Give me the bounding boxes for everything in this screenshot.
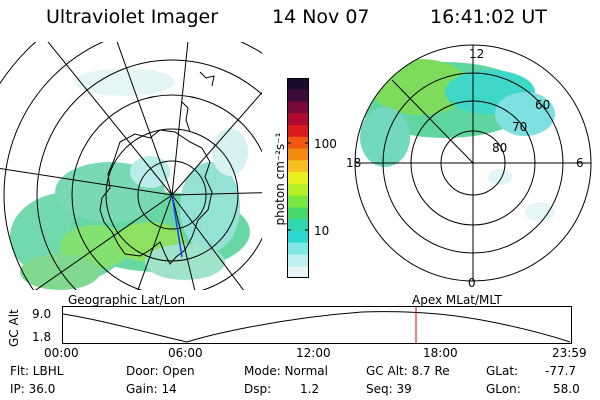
mlt-label-0: 0 (468, 276, 476, 290)
altitude-ytick-max: 9.0 (32, 307, 52, 321)
x-tick-0600: 06:00 (168, 346, 203, 360)
colorbar-tick-100: 100 (314, 137, 337, 151)
colorbar-band (287, 113, 309, 126)
colorbar-band (287, 230, 309, 244)
header-time: 16:41:02 UT (430, 6, 547, 28)
altitude-plot (62, 306, 572, 344)
mlat-label-80: 80 (492, 141, 508, 155)
x-tick-1800: 18:00 (423, 346, 458, 360)
colorbar-unit-label: photon cm⁻²s⁻¹ (273, 132, 287, 226)
colorbar-band (287, 160, 309, 173)
longitude-lines (0, 42, 262, 290)
x-tick-1200: 12:00 (296, 346, 331, 360)
colorbar-band (287, 78, 309, 91)
info-gc-alt: GC Alt: 8.7 Re (366, 364, 450, 378)
colorbar-band (287, 101, 309, 114)
auroral-oval (355, 59, 555, 222)
colorbar-band (287, 125, 309, 138)
colorbar-band (287, 136, 309, 150)
colorbar-band (287, 242, 309, 255)
header-date: 14 Nov 07 (272, 6, 370, 28)
info-mode: Mode: Normal (244, 364, 328, 378)
altitude-curve (62, 311, 571, 343)
mlt-label-6: 6 (576, 156, 584, 170)
info-seq: Seq: 39 (366, 382, 412, 396)
info-gain: Gain: 14 (126, 382, 177, 396)
intensity-colorbar (287, 78, 309, 278)
info-glon-label: GLon: (486, 382, 521, 396)
magnetic-polar-plot (354, 44, 592, 282)
info-dsp-value: 1.2 (300, 382, 320, 396)
colorbar-band (287, 89, 309, 103)
mlat-label-70: 70 (512, 120, 528, 134)
colorbar-band (287, 219, 309, 232)
sub-solar-meridian (171, 194, 183, 258)
colorbar-band (287, 148, 309, 161)
mlt-label-12: 12 (469, 47, 485, 61)
latitude-circles (0, 42, 262, 290)
info-door: Door: Open (126, 364, 195, 378)
colorbar-band (287, 254, 309, 267)
instrument-title: Ultraviolet Imager (46, 6, 219, 28)
colorbar-band (287, 207, 309, 220)
mlt-label-18: 18 (346, 156, 362, 170)
colorbar-band (287, 195, 309, 208)
aurora-emission (10, 68, 250, 290)
colorbar-band (287, 183, 309, 197)
colorbar-band (287, 172, 309, 185)
info-dsp-label: Dsp: (244, 382, 272, 396)
info-glat-value: -77.7 (545, 364, 577, 378)
info-glon-value: 58.0 (553, 382, 580, 396)
x-tick-2359: 23:59 (552, 346, 587, 360)
info-glat-label: GLat: (486, 364, 519, 378)
left-panel-caption: Geographic Lat/Lon (68, 293, 186, 307)
right-panel-caption: Apex MLat/MLT (412, 293, 502, 307)
colorbar-band (287, 266, 309, 278)
x-tick-0000: 00:00 (44, 346, 79, 360)
mlat-label-60: 60 (535, 98, 551, 112)
geographic-map (0, 42, 262, 290)
colorbar-tick-10: 10 (314, 224, 330, 238)
info-filter: Flt: LBHL (10, 364, 64, 378)
info-ip: IP: 36.0 (10, 382, 56, 396)
altitude-ytick-min: 1.8 (32, 330, 52, 344)
altitude-ylabel: GC Alt (7, 309, 21, 347)
